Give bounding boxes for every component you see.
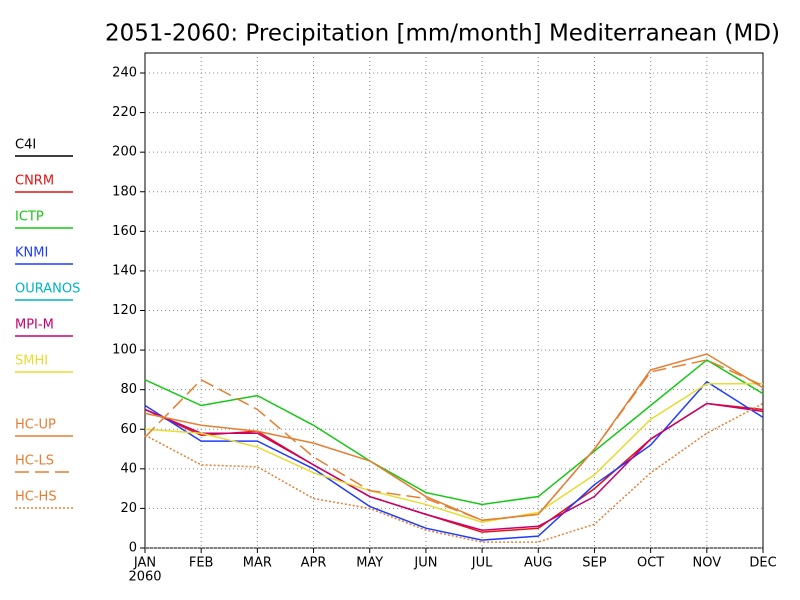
- x-tick-label: NOV: [693, 556, 722, 571]
- series-line: [144, 359, 764, 506]
- y-tick-label: 160: [112, 224, 137, 239]
- legend-label: ICTP: [15, 210, 44, 225]
- series-line: [144, 402, 764, 543]
- x-tick-label: FEB: [189, 556, 214, 571]
- series-line: [144, 382, 763, 524]
- x-tick-label: SEP: [582, 556, 606, 571]
- x-tick-label: JUN: [413, 556, 437, 571]
- legend-label: OURANOS: [15, 282, 80, 297]
- y-tick-label: 140: [112, 263, 137, 278]
- legend-label: C4I: [15, 138, 36, 153]
- y-tick-label: 80: [120, 382, 137, 397]
- legend-label: MPI-M: [15, 318, 54, 333]
- x-tick-label: OCT: [637, 556, 664, 571]
- x-tick-label: APR: [301, 556, 327, 571]
- y-tick-label: 200: [112, 145, 137, 160]
- y-tick-label: 180: [112, 184, 137, 199]
- y-tick-label: 120: [112, 303, 137, 318]
- x-tick-label: DEC: [749, 556, 776, 571]
- y-tick-label: 0: [129, 541, 137, 556]
- y-tick-label: 60: [120, 422, 137, 437]
- y-tick-label: 220: [112, 105, 137, 120]
- legend-label: CNRM: [15, 174, 54, 189]
- y-tick-label: 20: [120, 501, 137, 516]
- y-tick-label: 100: [112, 343, 137, 358]
- series-line: [144, 353, 764, 522]
- legend-label: HC-LS: [15, 454, 54, 469]
- series-line: [144, 402, 764, 531]
- x-tick-label: MAY: [356, 556, 383, 571]
- x-tick-label: MAR: [243, 556, 272, 571]
- y-tick-label: 240: [112, 66, 137, 81]
- chart-title: 2051-2060: Precipitation [mm/month] Medi…: [105, 21, 780, 47]
- x-tick-label: JUL: [471, 556, 493, 571]
- legend-label: KNMI: [15, 246, 48, 261]
- x-year-label: 2060: [128, 570, 161, 585]
- legend-label: HC-UP: [15, 418, 56, 433]
- series-line: [144, 359, 764, 522]
- x-tick-label: JAN: [133, 556, 156, 571]
- series-line: [144, 380, 764, 541]
- legend-label: SMHI: [15, 354, 48, 369]
- y-tick-label: 40: [120, 461, 137, 476]
- legend-label: HC-HS: [15, 490, 57, 505]
- x-tick-label: AUG: [524, 556, 552, 571]
